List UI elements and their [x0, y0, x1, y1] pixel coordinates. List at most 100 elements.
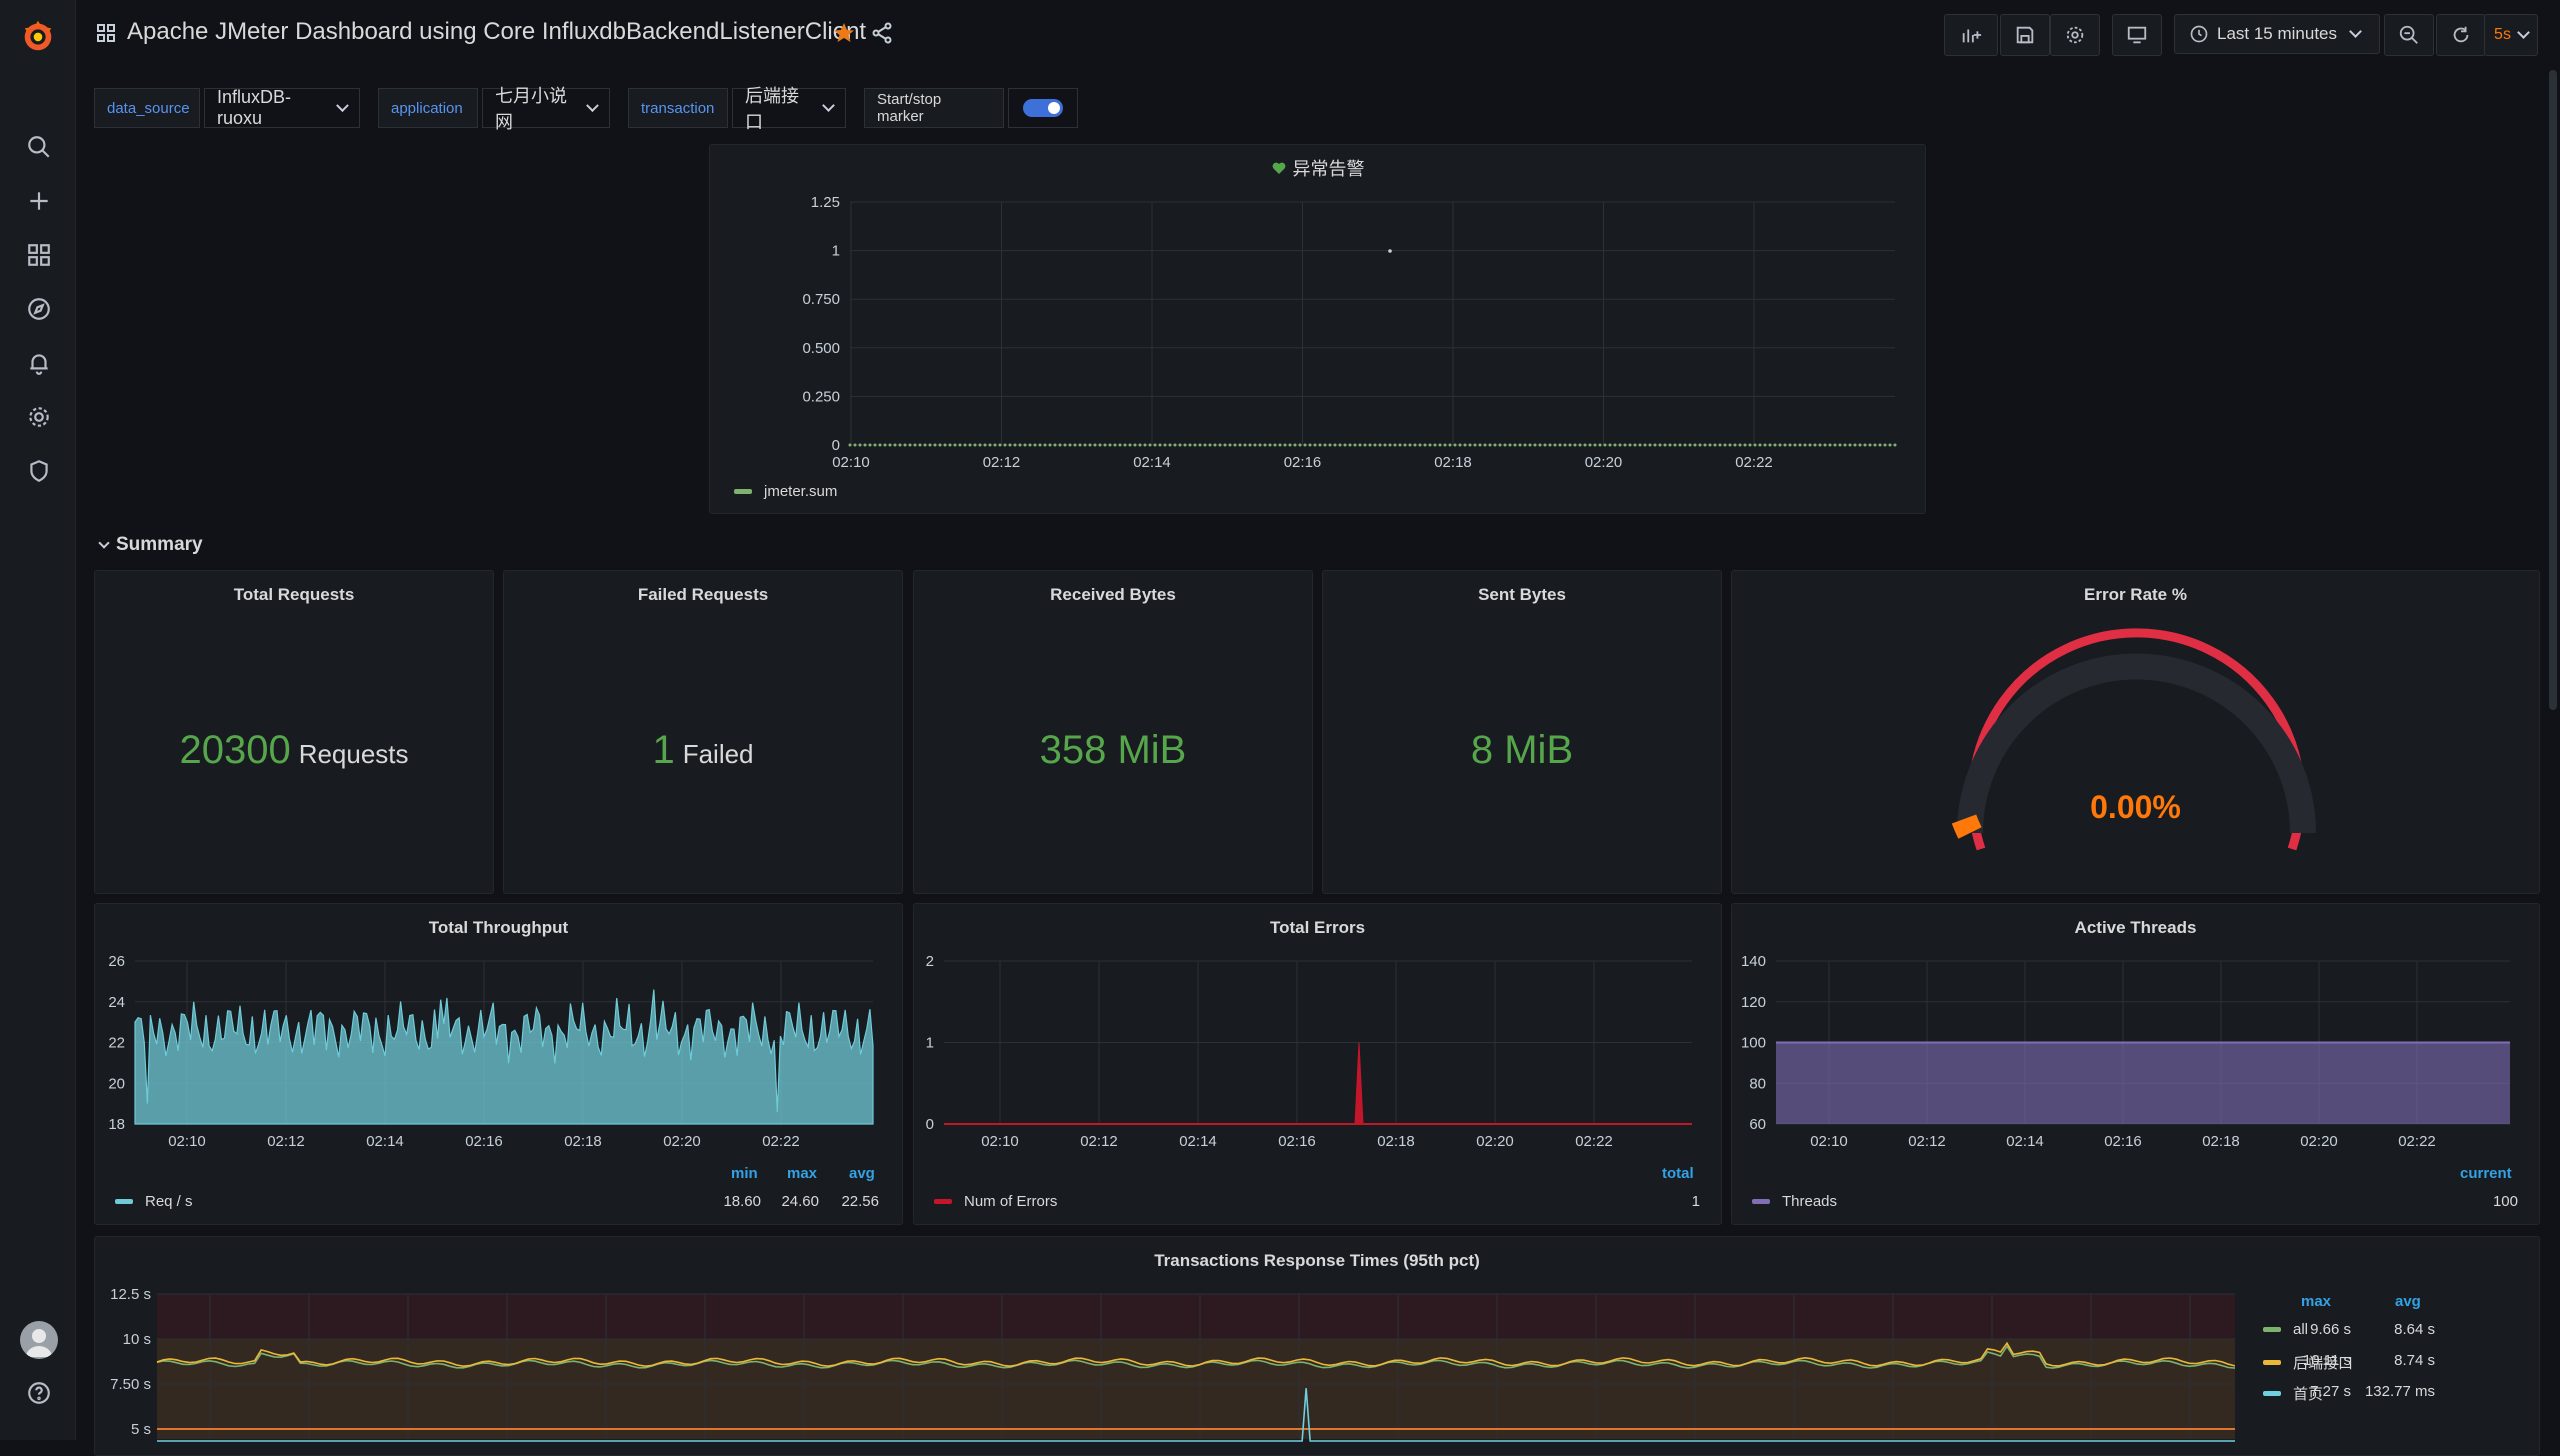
data-point	[1473, 443, 1477, 447]
toggle-switch	[1023, 99, 1063, 117]
data-point	[1393, 443, 1397, 447]
alert-legend[interactable]: jmeter.sum	[734, 483, 837, 500]
chevron-down-icon	[2517, 26, 2530, 39]
y-tick-label: 1.25	[811, 194, 840, 211]
response-times-panel[interactable]: Transactions Response Times (95th pct) 1…	[94, 1236, 2540, 1456]
refresh-button[interactable]	[2436, 14, 2486, 56]
data-point	[1673, 443, 1677, 447]
user-avatar[interactable]	[20, 1321, 58, 1359]
create-plus-icon[interactable]	[22, 184, 56, 218]
dashboards-icon[interactable]	[22, 238, 56, 272]
x-tick-label: 02:10	[168, 1133, 206, 1150]
save-dashboard-button[interactable]	[2000, 14, 2050, 56]
data-point	[1423, 443, 1427, 447]
received-bytes-panel[interactable]: Received Bytes 358 MiB	[913, 570, 1313, 894]
x-tick-label: 02:22	[762, 1133, 800, 1150]
zoom-out-button[interactable]	[2384, 14, 2434, 56]
y-tick-label: 0	[926, 1116, 934, 1133]
dashboard-title[interactable]: Apache JMeter Dashboard using Core Influ…	[127, 18, 867, 45]
help-icon[interactable]	[22, 1376, 56, 1410]
error-rate-panel[interactable]: Error Rate % 0.00%	[1731, 570, 2540, 894]
data-point	[993, 443, 997, 447]
server-admin-shield-icon[interactable]	[22, 454, 56, 488]
error-rate-gauge	[1951, 628, 2316, 851]
data-point	[1678, 443, 1682, 447]
summary-row-header[interactable]: Summary	[98, 534, 203, 556]
sent-bytes-panel[interactable]: Sent Bytes 8 MiB	[1322, 570, 1722, 894]
data-point	[1083, 443, 1087, 447]
dashboard-settings-button[interactable]	[2050, 14, 2100, 56]
failed-requests-panel[interactable]: Failed Requests 1 Failed	[503, 570, 903, 894]
time-range-picker[interactable]: Last 15 minutes	[2174, 14, 2380, 54]
data-point	[903, 443, 907, 447]
y-tick-label: 0.500	[802, 340, 840, 357]
data-point	[1598, 443, 1602, 447]
data-point	[1633, 443, 1637, 447]
panel-title: Received Bytes	[1050, 585, 1176, 604]
active-threads-panel[interactable]: Active Threads 140 120 100 80 60 02:10 02:12 02…	[1731, 903, 2540, 1225]
grafana-logo-icon[interactable]	[18, 16, 58, 56]
data-point	[1338, 443, 1342, 447]
total-throughput-panel[interactable]: Total Throughput 26 24 22 20 18 02:10 02:12 02:…	[94, 903, 903, 1225]
explore-compass-icon[interactable]	[22, 292, 56, 326]
data-point	[1443, 443, 1447, 447]
data-point	[1243, 443, 1247, 447]
x-tick-label: 02:14	[2006, 1133, 2044, 1150]
data-point	[1558, 443, 1562, 447]
configuration-gear-icon[interactable]	[22, 400, 56, 434]
data-point	[1648, 443, 1652, 447]
y-tick-label: 2	[926, 953, 934, 970]
y-tick-label: 7.50 s	[110, 1376, 151, 1393]
transaction-select[interactable]: 后端接口	[732, 86, 846, 132]
page-scrollbar[interactable]	[2549, 70, 2557, 710]
data-point	[1133, 443, 1137, 447]
alert-panel[interactable]: 异常告警 1.25 1 0.750 0.500 0.250 0 02:10 02:12 02:1…	[709, 144, 1926, 514]
total-requests-value: 20300	[179, 727, 291, 772]
data-point	[1433, 443, 1437, 447]
application-select[interactable]: 七月小说网	[482, 86, 610, 132]
total-requests-panel[interactable]: Total Requests 20300 Requests	[94, 570, 494, 894]
start-stop-marker-toggle[interactable]	[1008, 88, 1078, 128]
data-point	[1578, 443, 1582, 447]
data-point	[858, 443, 862, 447]
failed-requests-value: 1	[652, 727, 675, 772]
errors-legend[interactable]: Num of Errors	[934, 1193, 1057, 1210]
star-icon[interactable]	[832, 21, 856, 45]
data-point	[1883, 443, 1887, 447]
data-point	[1613, 443, 1617, 447]
data-point	[1328, 443, 1332, 447]
legend-item-backend[interactable]: 后端接口	[2263, 1352, 2353, 1373]
x-tick-label: 02:12	[983, 454, 1021, 471]
refresh-interval-picker[interactable]: 5s	[2484, 14, 2538, 56]
data-point	[1378, 443, 1382, 447]
data-point	[1148, 443, 1152, 447]
data-point	[1053, 443, 1057, 447]
data-point	[938, 443, 942, 447]
data-point	[1188, 443, 1192, 447]
data-point	[1778, 443, 1782, 447]
throughput-legend[interactable]: Req / s	[115, 1193, 193, 1210]
x-tick-label: 02:20	[663, 1133, 701, 1150]
alerting-bell-icon[interactable]	[22, 346, 56, 380]
total-errors-panel[interactable]: Total Errors 2 1 0 02:10 02:12 02:14 02:16 02:1…	[913, 903, 1722, 1225]
add-panel-button[interactable]	[1944, 14, 1998, 56]
cycle-view-mode-button[interactable]	[2112, 14, 2162, 56]
data-point	[963, 443, 967, 447]
panel-title: Total Requests	[233, 585, 355, 604]
threads-legend[interactable]: Threads	[1752, 1193, 1837, 1210]
legend-item-all[interactable]: all	[2263, 1321, 2308, 1338]
dashboard-grid-icon	[96, 23, 116, 43]
x-tick-label: 02:18	[1434, 454, 1472, 471]
share-icon[interactable]	[870, 21, 894, 45]
data-point	[1878, 443, 1882, 447]
search-icon[interactable]	[22, 130, 56, 164]
data-point	[1533, 443, 1537, 447]
panel-title: Transactions Response Times (95th pct)	[1154, 1251, 1480, 1270]
data-point	[1698, 443, 1702, 447]
legend-current-value: 100	[2492, 1193, 2518, 1210]
data-point	[973, 443, 977, 447]
legend-avg-value: 8.64 s	[2394, 1321, 2435, 1338]
data-point	[1888, 443, 1892, 447]
legend-item-homepage[interactable]: 首页	[2263, 1383, 2323, 1404]
data-source-select[interactable]: InfluxDB-ruoxu	[204, 87, 360, 128]
